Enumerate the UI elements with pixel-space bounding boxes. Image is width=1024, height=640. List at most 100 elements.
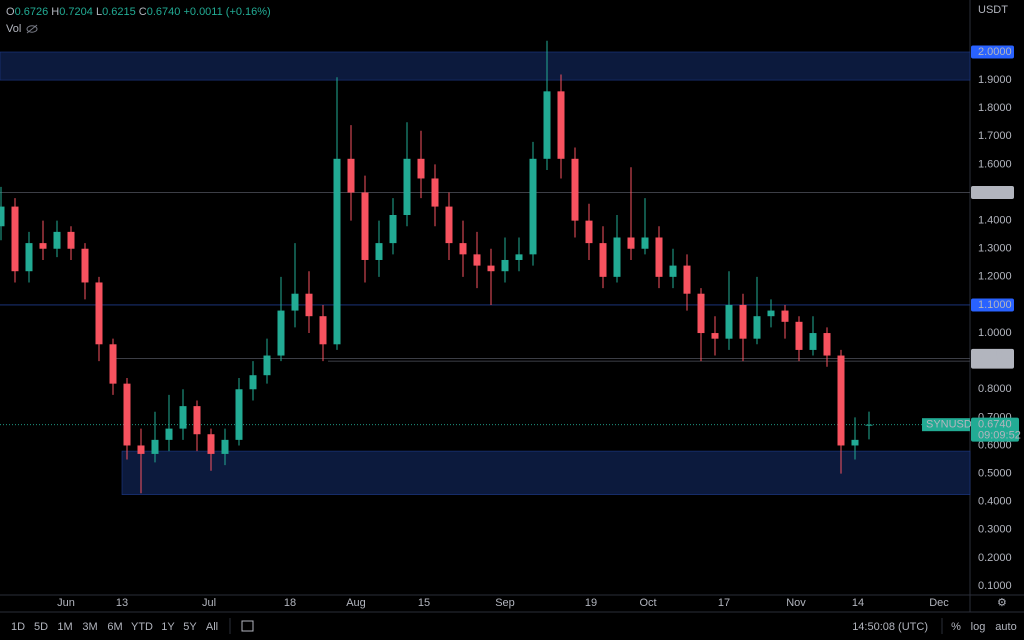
candle-body <box>725 304 733 339</box>
range-button[interactable]: All <box>206 621 218 633</box>
range-button[interactable]: 6M <box>107 621 122 633</box>
candle-body <box>599 243 607 277</box>
candle-body <box>837 355 845 446</box>
y-tick-label: 1.2000 <box>978 271 1012 283</box>
last-price-box <box>971 417 1019 442</box>
y-tick-label: 0.2000 <box>978 552 1012 564</box>
candle-body <box>305 293 313 317</box>
last-price-label: 0.6740 <box>978 419 1012 431</box>
candle-body <box>683 265 691 294</box>
y-tick-label: 1.4000 <box>978 215 1012 227</box>
range-button[interactable]: 5D <box>34 621 48 633</box>
x-tick-label: Jul <box>202 597 216 609</box>
vol-label: Vol <box>6 23 21 35</box>
candle-body <box>795 321 803 350</box>
candle-body <box>487 265 495 272</box>
y-tick-label: 1.3000 <box>978 243 1012 255</box>
y-tick-label: 0.3000 <box>978 524 1012 536</box>
candle-body <box>669 265 677 277</box>
candle-body <box>585 220 593 244</box>
y-tick-label: 0.6000 <box>978 439 1012 451</box>
candle-body <box>767 310 775 317</box>
candle-body <box>431 178 439 207</box>
candle-body <box>501 259 509 272</box>
candle-body <box>333 158 341 345</box>
y-tick-label: 1.8000 <box>978 102 1012 114</box>
candle-body <box>277 310 285 356</box>
candle-body <box>249 375 257 390</box>
candle-body <box>739 304 747 339</box>
x-tick-label: Dec <box>929 597 949 609</box>
range-button[interactable]: 1D <box>11 621 25 633</box>
range-button[interactable]: 1Y <box>161 621 175 633</box>
range-button[interactable]: 1M <box>57 621 72 633</box>
price-label: 1.1000 <box>978 299 1012 311</box>
candle-body <box>403 158 411 216</box>
candle-body <box>25 243 33 272</box>
y-tick-label: 0.8000 <box>978 383 1012 395</box>
clock[interactable]: 14:50:08 (UTC) <box>852 621 928 633</box>
candle-body <box>627 237 635 249</box>
x-tick-label: Jun <box>57 597 75 609</box>
x-tick-label: Nov <box>786 597 806 609</box>
x-tick-label: 13 <box>116 597 128 609</box>
candle-body <box>459 243 467 255</box>
price-label-box <box>971 186 1014 200</box>
candle-body <box>151 439 159 454</box>
zone <box>121 450 971 495</box>
y-tick-label: 1.0000 <box>978 327 1012 339</box>
y-tick-label: 0.1000 <box>978 580 1012 592</box>
auto-toggle[interactable]: auto <box>995 621 1016 633</box>
eye-icon[interactable] <box>26 24 38 34</box>
candle-body <box>655 237 663 277</box>
y-tick-label: 0.4000 <box>978 496 1012 508</box>
price-label: 0.9000 <box>978 356 1012 368</box>
candle-body <box>291 293 299 311</box>
change: +0.0011 (+0.16%) <box>183 6 270 18</box>
range-button[interactable]: 5Y <box>183 621 197 633</box>
candle-body <box>823 333 831 356</box>
candle-body <box>781 310 789 322</box>
log-toggle[interactable]: log <box>971 621 986 633</box>
currency[interactable]: USDT <box>978 4 1008 16</box>
candle-body <box>347 158 355 193</box>
ohlc-header: O0.6726 H0.7204 L0.6215 C0.6740 +0.0011 … <box>6 6 271 18</box>
range-button[interactable]: YTD <box>131 621 153 633</box>
h-label: H <box>51 6 59 18</box>
candle-body <box>165 428 173 440</box>
percent-toggle[interactable]: % <box>951 621 961 633</box>
candle-body <box>11 206 19 272</box>
countdown-label: 09:09:52 <box>978 430 1021 442</box>
candle-body <box>529 158 537 255</box>
candle-body <box>809 333 817 350</box>
candle-body <box>81 248 89 283</box>
x-tick-label: 15 <box>418 597 430 609</box>
candle-body <box>473 254 481 266</box>
l-value: 0.6215 <box>102 6 136 18</box>
candle-body <box>179 406 187 429</box>
y-tick-label: 1.6000 <box>978 158 1012 170</box>
price-label-box <box>971 298 1014 312</box>
symbol-label: SYNUSDT <box>926 419 979 431</box>
goto-icon[interactable] <box>241 620 254 632</box>
range-button[interactable]: 3M <box>82 621 97 633</box>
candle-body <box>263 355 271 376</box>
y-tick-label: 1.9000 <box>978 74 1012 86</box>
settings-icon[interactable]: ⚙ <box>997 597 1007 609</box>
candle-body <box>865 424 873 426</box>
candle-body <box>0 206 5 227</box>
o-value: 0.6726 <box>15 6 49 18</box>
x-tick-label: Oct <box>639 597 656 609</box>
candle-body <box>137 445 145 454</box>
o-label: O <box>6 6 15 18</box>
symbol-box <box>922 418 970 432</box>
candle-body <box>123 383 131 446</box>
candle-body <box>543 91 551 159</box>
candle-body <box>193 406 201 435</box>
candle-body <box>221 439 229 454</box>
price-label-box <box>971 355 1014 369</box>
candle-body <box>207 434 215 454</box>
candle-body <box>39 243 47 249</box>
price-label: 1.5000 <box>978 186 1012 198</box>
